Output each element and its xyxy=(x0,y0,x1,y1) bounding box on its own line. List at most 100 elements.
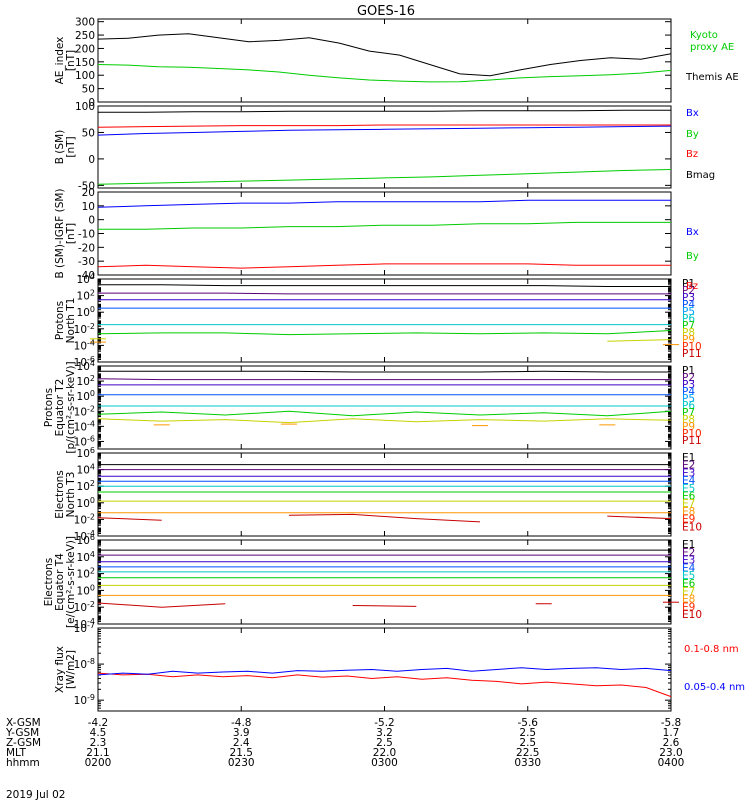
y-tick-label: 10-8 xyxy=(74,657,95,671)
ephem-value: 0300 xyxy=(371,757,398,769)
legend-label: By xyxy=(686,129,699,140)
y-tick-label: 100 xyxy=(77,389,95,403)
series-line-p6 xyxy=(97,330,672,336)
channel-legend-p6: P6 xyxy=(682,313,695,325)
y-tick-label: 10-6 xyxy=(74,355,95,369)
panel-2 xyxy=(97,105,672,189)
ephem-value: 21.5 xyxy=(230,747,253,759)
y-tick-label: 100 xyxy=(77,305,95,319)
series-line-p2 xyxy=(98,292,671,295)
y-tick-label: 102 xyxy=(77,567,95,581)
y-tick-label: 104 xyxy=(77,550,95,564)
y-tick-label: 10-9 xyxy=(74,693,95,707)
y-tick-label: 0 xyxy=(88,154,95,166)
panel-frame xyxy=(97,105,672,189)
channel-legend-p1: P1 xyxy=(682,365,695,377)
y-tick-label: 0 xyxy=(88,215,95,227)
ephem-value: 2.4 xyxy=(233,737,250,749)
y-tick-label: 150 xyxy=(75,57,95,69)
channel-legend-p5: P5 xyxy=(682,393,695,405)
channel-legend-p2: P2 xyxy=(682,285,695,297)
ephem-value: 2.5 xyxy=(376,737,393,749)
ephem-value: 22.5 xyxy=(516,747,539,759)
ephem-value: 2.6 xyxy=(663,737,680,749)
y-axis-title: [nT] xyxy=(65,50,77,71)
channel-legend-p9: P9 xyxy=(682,421,695,433)
y-tick-label: 200 xyxy=(75,43,95,55)
y-tick-label: -30 xyxy=(78,256,95,268)
channel-legend-p5: P5 xyxy=(682,306,695,318)
ephem-value: 2.5 xyxy=(519,737,536,749)
ephem-value: -4.2 xyxy=(88,717,109,729)
legend-xray-long: 0.1-0.8 nm xyxy=(684,644,739,655)
channel-legend-e3: E3 xyxy=(682,467,695,479)
legend-label: Bx xyxy=(686,108,699,119)
channel-legend-p8: P8 xyxy=(682,327,695,339)
panel-5 xyxy=(97,365,672,450)
y-axis-title: [e/(cm²-s-sr-keV)] xyxy=(65,536,77,628)
y-tick-label: 10-7 xyxy=(74,621,95,635)
ephem-value: 2.5 xyxy=(519,727,536,739)
ephem-value: -4.8 xyxy=(231,717,252,729)
panel-1 xyxy=(97,18,672,103)
ephem-value: 1.7 xyxy=(663,727,680,739)
channel-legend-e9: E9 xyxy=(682,514,695,526)
ephem-value: 23.0 xyxy=(659,747,682,759)
series-line-p7 xyxy=(97,418,672,424)
panel-3 xyxy=(97,191,672,276)
y-tick-label: 102 xyxy=(77,479,95,493)
ephem-value: 2.3 xyxy=(90,737,107,749)
ephem-value: 3.2 xyxy=(376,727,393,739)
y-tick-label: 106 xyxy=(77,533,95,547)
series-line-e9 xyxy=(97,602,226,608)
series-line-by xyxy=(97,169,672,185)
channel-legend-e6: E6 xyxy=(682,491,696,503)
y-axis-title: Protons xyxy=(43,388,55,427)
panel-7 xyxy=(97,539,679,625)
y-axis-title: Xray flux xyxy=(54,646,66,693)
series-line-0-05-0-4-nm xyxy=(97,667,672,676)
legend-label: Bx xyxy=(686,227,699,238)
panel-frame xyxy=(97,539,672,625)
channel-legend-p4: P4 xyxy=(682,299,695,311)
channel-legend-e2: E2 xyxy=(682,547,695,559)
y-tick-label: 10-6 xyxy=(74,434,95,448)
legend-label: Bz xyxy=(686,149,698,160)
panel-4 xyxy=(90,278,679,363)
y-tick-label: 10-2 xyxy=(74,404,95,418)
y-tick-label: 102 xyxy=(77,374,95,388)
y-tick-label: 100 xyxy=(75,70,95,82)
ephem-row-label: Z-GSM xyxy=(6,737,41,749)
y-tick-label: 10 xyxy=(82,201,95,213)
channel-legend-e5: E5 xyxy=(682,570,695,582)
channel-legend-e9: E9 xyxy=(682,601,695,613)
panel-frame xyxy=(97,452,672,537)
y-axis-title: [nT] xyxy=(65,136,77,157)
y-axis-title: [nT] xyxy=(65,223,77,244)
series-line-p1 xyxy=(98,284,671,287)
series-line-bx xyxy=(97,199,671,208)
series-line-e9 xyxy=(352,605,417,607)
y-tick-label: 10-4 xyxy=(74,419,95,433)
y-tick-label: 20 xyxy=(82,187,95,199)
ephem-value: 0200 xyxy=(85,757,112,769)
series-line-e9 xyxy=(288,513,481,523)
channel-legend-p6: P6 xyxy=(682,400,695,412)
panel-frame xyxy=(97,365,672,450)
panel-frame xyxy=(97,627,672,712)
legend-label: Bmag xyxy=(686,170,715,181)
series-line-p2 xyxy=(97,378,671,381)
y-tick-label: -40 xyxy=(78,270,95,282)
series-line-by xyxy=(98,221,671,230)
legend-label: Themis AE xyxy=(685,72,739,83)
ephem-value: -5.6 xyxy=(518,717,539,729)
channel-legend-e3: E3 xyxy=(682,555,695,567)
y-tick-label: 100 xyxy=(77,496,95,510)
channel-legend-e1: E1 xyxy=(682,452,695,464)
channel-legend-p7: P7 xyxy=(682,407,695,419)
channel-legend-p9: P9 xyxy=(682,334,695,346)
y-tick-label: 10-4 xyxy=(74,617,95,631)
ephem-row-label: MLT xyxy=(6,747,26,759)
series-line-bmag xyxy=(98,109,671,113)
ephem-row-label: Y-GSM xyxy=(5,727,39,739)
